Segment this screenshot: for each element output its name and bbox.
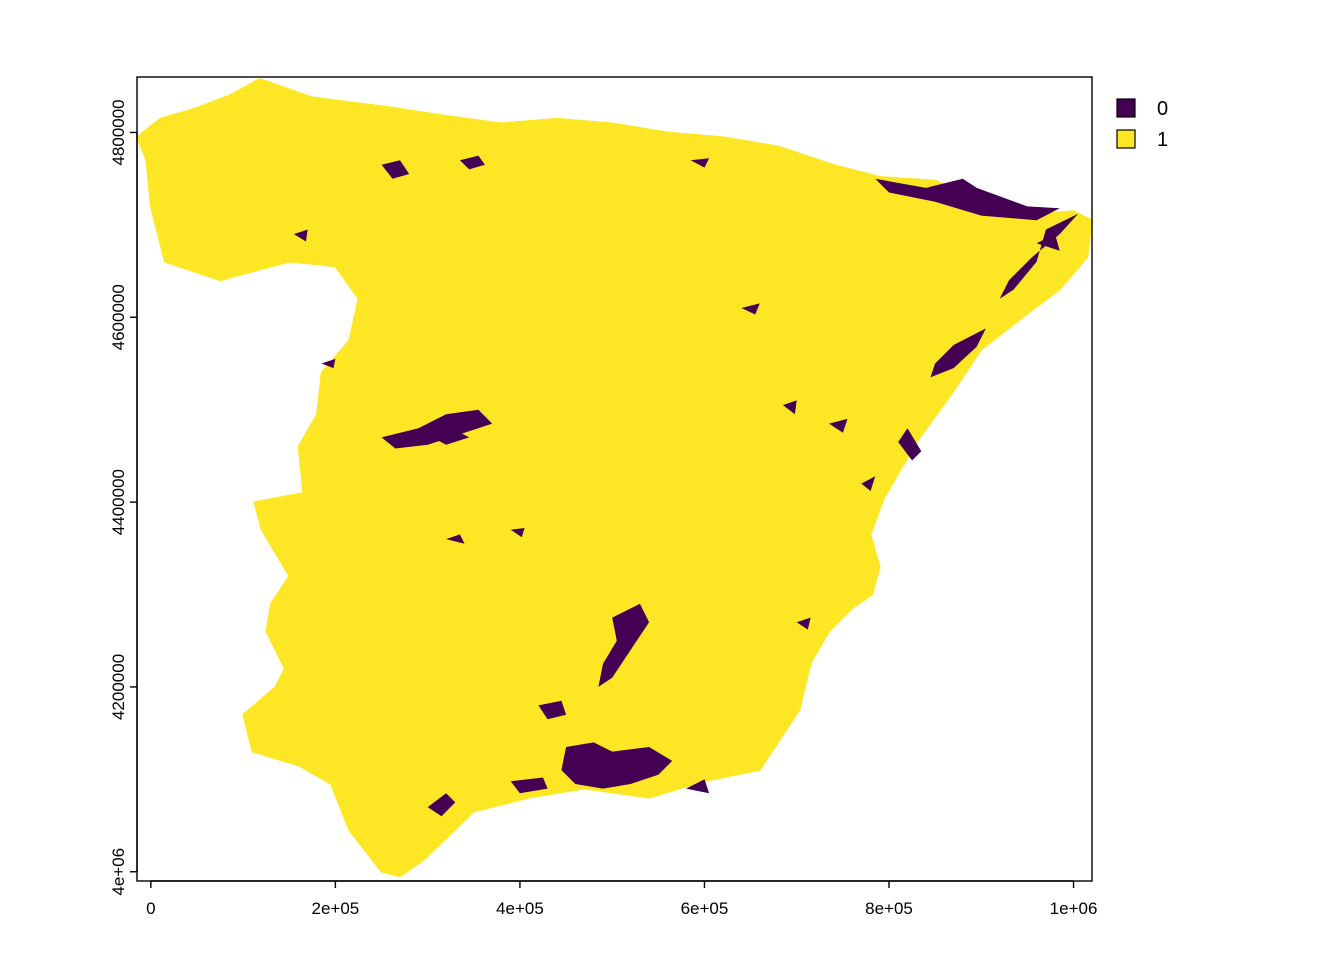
- class-0-patch: [459, 155, 485, 170]
- legend: 01: [1116, 98, 1168, 151]
- class-0-patch: [446, 534, 465, 544]
- class-0-patch: [999, 213, 1079, 299]
- class-0-patch: [510, 528, 525, 538]
- y-tick-label: 4e+06: [109, 848, 128, 896]
- raster-layer: [137, 77, 1092, 878]
- class-0-patch: [796, 617, 811, 630]
- class-0-patch: [782, 400, 797, 415]
- class-0-patch: [293, 229, 308, 242]
- class-0-patch: [741, 303, 760, 315]
- class-0-patch: [598, 603, 650, 687]
- legend-swatch-0: [1116, 98, 1136, 118]
- x-tick-label: 4e+05: [496, 899, 544, 918]
- legend-label-0: 0: [1157, 98, 1168, 120]
- x-tick-label: 1e+06: [1050, 899, 1098, 918]
- x-tick-label: 0: [146, 899, 155, 918]
- class-0-patch: [875, 178, 1060, 221]
- class-0-patch: [321, 358, 336, 369]
- class-0-patch: [427, 793, 456, 817]
- class-0-patch: [510, 777, 548, 794]
- x-tick-label: 6e+05: [681, 899, 729, 918]
- y-tick-label: 4400000: [109, 469, 128, 535]
- class-0-patch: [686, 779, 710, 794]
- class-0-patch: [561, 742, 673, 789]
- legend-label-1: 1: [1157, 129, 1168, 151]
- y-axis: 4e+06 4200000 4400000 4600000 4800000: [109, 99, 138, 896]
- y-tick-label: 4200000: [109, 654, 128, 720]
- class-1-region: [137, 77, 1092, 878]
- class-0-patch: [381, 160, 410, 179]
- legend-swatch-1: [1116, 129, 1136, 149]
- class-0-patch: [898, 428, 922, 461]
- class-0-patch: [538, 700, 567, 720]
- x-tick-label: 2e+05: [312, 899, 360, 918]
- x-axis: 0 2e+05 4e+05 6e+05 8e+05 1e+06: [146, 880, 1098, 918]
- class-0-patch: [1036, 234, 1060, 251]
- y-tick-label: 4800000: [109, 99, 128, 165]
- class-0-patch: [690, 158, 710, 168]
- class-0-patch: [930, 328, 986, 378]
- class-0-patch: [829, 418, 848, 433]
- x-tick-label: 8e+05: [865, 899, 913, 918]
- y-tick-label: 4600000: [109, 284, 128, 350]
- class-0-patch: [381, 409, 493, 449]
- class-0-patch: [861, 476, 876, 491]
- class-0-patch: [432, 430, 470, 445]
